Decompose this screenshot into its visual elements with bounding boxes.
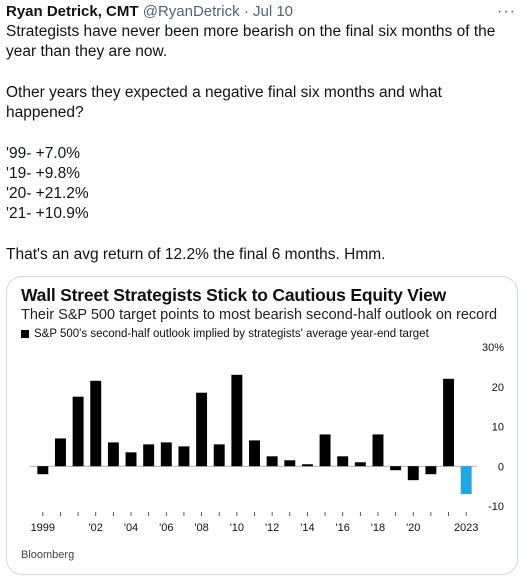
- bar-2011: [249, 440, 260, 467]
- x-tick-label: '10: [230, 522, 244, 534]
- bar-2002: [90, 380, 102, 467]
- legend-label: S&P 500's second-half outlook implied by…: [34, 328, 429, 340]
- y-tick-label: -10: [488, 501, 504, 513]
- author-name[interactable]: Ryan Detrick, CMT: [6, 3, 139, 20]
- bar-2003: [107, 442, 119, 467]
- bar-2018: [372, 434, 384, 467]
- bar-2014: [301, 464, 313, 467]
- bar-2008: [196, 392, 208, 467]
- bar-2004: [125, 452, 137, 467]
- separator: ·: [243, 3, 249, 20]
- bar-2012: [266, 456, 278, 467]
- bar-1999: [37, 466, 49, 475]
- bar-2015: [319, 434, 331, 467]
- bar-2006: [160, 442, 172, 467]
- x-tick-label: '12: [265, 522, 279, 534]
- tweet-line: '20- +21.2%: [6, 185, 89, 202]
- x-tick-label: '06: [159, 522, 173, 534]
- legend-swatch: [21, 330, 29, 338]
- author-handle[interactable]: @RyanDetrick: [142, 3, 240, 20]
- tweet-line: Strategists have never been more bearish…: [6, 23, 496, 40]
- bar-2019: [390, 466, 402, 471]
- tweet-line: year than they are now.: [6, 43, 168, 60]
- bar-2023: [460, 466, 472, 495]
- bar-2000: [54, 438, 66, 467]
- bar-2020: [407, 466, 419, 481]
- x-tick-label: '02: [89, 522, 103, 534]
- chart-source: Bloomberg: [21, 549, 75, 561]
- tweet-line: That's an avg return of 12.2% the final …: [6, 246, 386, 263]
- x-tick-label: '08: [194, 522, 208, 534]
- more-horizontal-icon[interactable]: ···: [497, 3, 516, 20]
- tweet-text: Strategists have never been more bearish…: [6, 22, 511, 265]
- x-tick-label: '18: [371, 522, 385, 534]
- bar-2017: [354, 462, 366, 467]
- y-tick-label: 30%: [482, 342, 504, 354]
- bar-2013: [284, 460, 296, 467]
- bar-2021: [425, 466, 437, 475]
- bar-2005: [143, 444, 155, 467]
- tweet-line: happened?: [6, 104, 84, 121]
- x-tick-label: 2023: [454, 522, 478, 534]
- chart-title: Wall Street Strategists Stick to Cautiou…: [21, 285, 447, 305]
- y-tick-label: 10: [492, 422, 504, 434]
- x-tick-label: 1999: [31, 522, 55, 534]
- chart-subtitle: Their S&P 500 target points to most bear…: [21, 307, 498, 323]
- tweet-line: '99- +7.0%: [6, 145, 81, 162]
- x-tick-label: '14: [300, 522, 314, 534]
- bar-chart: -10 0 10 20 30% 1999 '02 '04 '06 '08 '10 '12 '14 '16 '…: [30, 342, 504, 534]
- tweet-line: Other years they expected a negative fin…: [6, 84, 442, 101]
- chart-card-image[interactable]: Wall Street Strategists Stick to Cautiou…: [6, 276, 518, 575]
- bar-2009: [213, 444, 225, 467]
- tweet-date[interactable]: Jul 10: [252, 3, 294, 20]
- y-tick-label: 0: [498, 461, 504, 473]
- y-tick-label: 20: [492, 382, 504, 394]
- bar-2016: [337, 456, 349, 467]
- chart-legend: S&P 500's second-half outlook implied by…: [21, 328, 429, 340]
- tweet-line: '21- +10.9%: [6, 205, 89, 222]
- tweet-line: '19- +9.8%: [6, 165, 81, 182]
- x-tick-label: '20: [406, 522, 420, 534]
- bar-2001: [72, 396, 84, 467]
- bar-2010: [231, 374, 243, 467]
- tweet-header: Ryan Detrick, CMT @RyanDetrick · Jul 10 …: [6, 2, 520, 22]
- bar-2022: [443, 378, 455, 467]
- bar-2007: [178, 446, 190, 467]
- x-tick-label: '16: [336, 522, 350, 534]
- x-tick-label: '04: [124, 522, 138, 534]
